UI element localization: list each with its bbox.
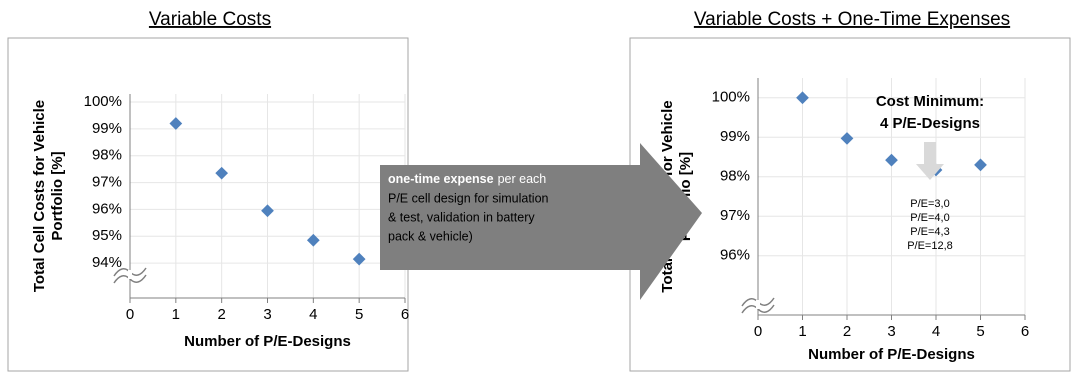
- x-tick-label: 6: [1021, 323, 1029, 340]
- annotation-item: P/E=12,8: [907, 240, 953, 252]
- axis-break-gap: [128, 270, 132, 279]
- callout-rest: per each: [498, 172, 547, 186]
- y-tick-label: 96%: [720, 247, 750, 264]
- x-tick-label: 5: [355, 306, 363, 323]
- x-axis-title: Number of P/E-Designs: [808, 346, 975, 363]
- callout-bold: one-time expense: [388, 172, 494, 186]
- x-tick-label: 1: [172, 306, 180, 323]
- data-point: [261, 204, 274, 218]
- y-axis-title: Total Cell Costs for Vehicle: [31, 100, 48, 292]
- y-tick-label: 100%: [712, 89, 750, 106]
- x-axis-title: Number of P/E-Designs: [184, 333, 351, 350]
- x-tick-label: 4: [932, 323, 940, 340]
- callout-line: & test, validation in battery: [388, 210, 535, 224]
- x-tick-label: 5: [976, 323, 984, 340]
- annotation-item: P/E=3,0: [910, 198, 949, 210]
- annotation-heading: 4 P/E-Designs: [880, 115, 980, 132]
- y-tick-label: 95%: [92, 227, 122, 244]
- x-tick-label: 6: [401, 306, 409, 323]
- process-arrow: [380, 143, 702, 300]
- axis-break-gap: [756, 300, 760, 309]
- x-tick-label: 1: [798, 323, 806, 340]
- right-title: Variable Costs + One-Time Expenses: [694, 9, 1010, 30]
- y-tick-label: 99%: [720, 128, 750, 145]
- callout-line: P/E cell design for simulation: [388, 191, 549, 205]
- callout-first-line: one-time expense per each: [388, 172, 546, 186]
- x-tick-label: 2: [843, 323, 851, 340]
- y-tick-label: 96%: [92, 200, 122, 217]
- y-tick-label: 97%: [92, 174, 122, 191]
- y-tick-label: 97%: [720, 207, 750, 224]
- y-tick-label: 94%: [92, 254, 122, 271]
- y-tick-label: 98%: [720, 168, 750, 185]
- y-tick-label: 98%: [92, 147, 122, 164]
- callout-line: pack & vehicle): [388, 229, 473, 243]
- x-tick-label: 2: [217, 306, 225, 323]
- data-point: [215, 166, 229, 180]
- x-tick-label: 3: [887, 323, 895, 340]
- x-tick-label: 0: [754, 323, 762, 340]
- y-axis-title: Portfolio [%]: [49, 151, 66, 240]
- data-point: [352, 252, 366, 266]
- data-point: [169, 117, 183, 130]
- x-tick-label: 0: [126, 306, 134, 323]
- left-panel: [7, 37, 409, 372]
- left-title: Variable Costs: [149, 9, 271, 30]
- plots: 94% 95% 96% 97% 98% 99% 100% 0 1 2 3 4 5 6 Total Cell …: [31, 78, 1029, 363]
- x-tick-label: 3: [263, 306, 271, 323]
- data-point: [306, 233, 320, 247]
- annotation-item: P/E=4,3: [910, 226, 949, 238]
- y-tick-label: 100%: [84, 93, 122, 110]
- annotation-item: P/E=4,0: [910, 212, 949, 224]
- y-tick-label: 99%: [92, 120, 122, 137]
- right-panel: [629, 37, 1071, 372]
- minimum-arrow: [916, 142, 944, 180]
- annotation-heading: Cost Minimum:: [876, 93, 984, 110]
- x-tick-label: 4: [309, 306, 317, 323]
